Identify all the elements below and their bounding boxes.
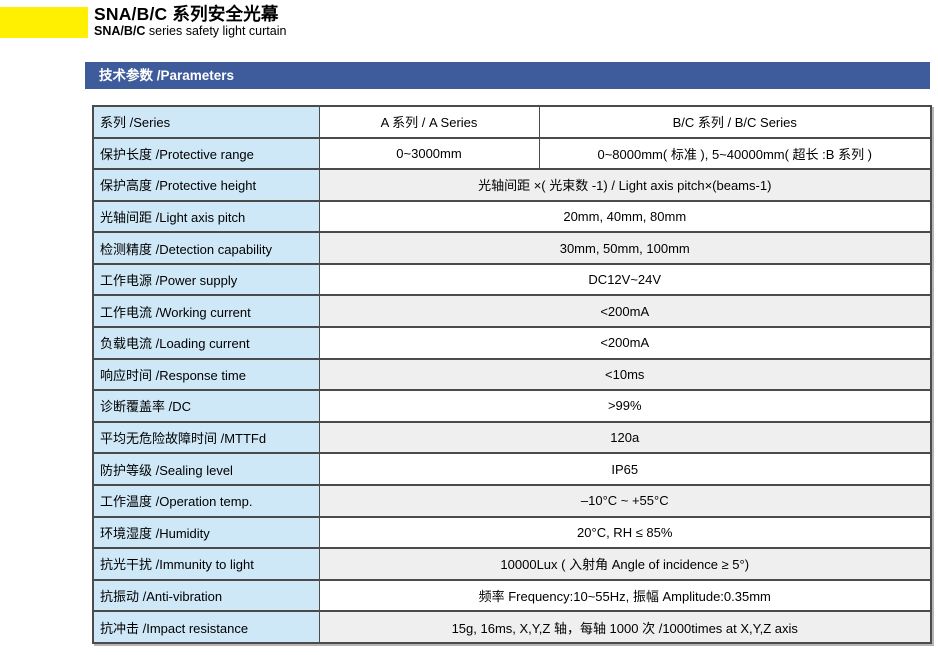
row-value: 光轴间距 ×( 光束数 -1) / Light axis pitch×(beam… bbox=[318, 168, 932, 202]
table-header-row: 系列 /Series A 系列 / A Series B/C 系列 / B/C … bbox=[92, 105, 932, 139]
row-value: 30mm, 50mm, 100mm bbox=[318, 231, 932, 265]
column-header-bc-series: B/C 系列 / B/C Series bbox=[538, 105, 932, 139]
row-label: 响应时间 /Response time bbox=[92, 357, 320, 392]
page-title-model: SNA/B/C bbox=[94, 4, 168, 24]
table-row: 工作温度 /Operation temp. –10°C ~ +55°C bbox=[92, 483, 932, 518]
row-value: –10°C ~ +55°C bbox=[318, 483, 932, 518]
row-label: 保护长度 /Protective range bbox=[92, 136, 320, 171]
table-row: 保护长度 /Protective range 0~3000mm 0~8000mm( … bbox=[92, 136, 932, 171]
table-row: 检测精度 /Detection capability 30mm, 50mm, 10… bbox=[92, 231, 932, 265]
row-value: IP65 bbox=[318, 452, 932, 486]
row-label: 抗振动 /Anti-vibration bbox=[92, 578, 320, 613]
section-title: 技术参数 /Parameters bbox=[99, 68, 235, 83]
row-value-a-series: 0~3000mm bbox=[318, 136, 540, 171]
page-title-zh: 系列安全光幕 bbox=[172, 4, 279, 24]
section-header-parameters: 技术参数 /Parameters bbox=[85, 62, 930, 89]
table-row: 平均无危险故障时间 /MTTFd 120a bbox=[92, 420, 932, 455]
table-row: 光轴间距 /Light axis pitch 20mm, 40mm, 80mm bbox=[92, 199, 932, 234]
row-label: 环境湿度 /Humidity bbox=[92, 515, 320, 550]
table-row: 工作电源 /Power supply DC12V~24V bbox=[92, 262, 932, 297]
row-value: 15g, 16ms, X,Y,Z 轴，每轴 1000 次 /1000times … bbox=[318, 610, 932, 644]
row-label: 诊断覆盖率 /DC bbox=[92, 389, 320, 423]
table-row: 负载电流 /Loading current <200mA bbox=[92, 326, 932, 360]
table-row: 抗冲击 /Impact resistance 15g, 16ms, X,Y,Z 轴… bbox=[92, 610, 932, 644]
row-label: 负载电流 /Loading current bbox=[92, 326, 320, 360]
row-label: 工作电源 /Power supply bbox=[92, 262, 320, 297]
row-value: 20°C, RH ≤ 85% bbox=[318, 515, 932, 550]
row-label: 防护等级 /Sealing level bbox=[92, 452, 320, 486]
row-value-bc-series: 0~8000mm( 标准 ), 5~40000mm( 超长 :B 系列 ) bbox=[538, 136, 932, 171]
parameters-table: 系列 /Series A 系列 / A Series B/C 系列 / B/C … bbox=[92, 105, 932, 644]
row-value: <10ms bbox=[318, 357, 932, 392]
row-label: 光轴间距 /Light axis pitch bbox=[92, 199, 320, 234]
page-subtitle-model: SNA/B/C bbox=[94, 24, 146, 38]
column-header-series: 系列 /Series bbox=[92, 105, 320, 139]
row-value: 20mm, 40mm, 80mm bbox=[318, 199, 932, 234]
row-value: 频率 Frequency:10~55Hz, 振幅 Amplitude:0.35m… bbox=[318, 578, 932, 613]
row-value: DC12V~24V bbox=[318, 262, 932, 297]
page-subtitle-en: series safety light curtain bbox=[148, 24, 287, 38]
table-row: 保护高度 /Protective height 光轴间距 ×( 光束数 -1) /… bbox=[92, 168, 932, 202]
column-header-a-series: A 系列 / A Series bbox=[318, 105, 540, 139]
row-value: <200mA bbox=[318, 326, 932, 360]
page-subtitle: SNA/B/C series safety light curtain bbox=[94, 24, 286, 39]
table-row: 抗振动 /Anti-vibration 频率 Frequency:10~55Hz,… bbox=[92, 578, 932, 613]
table-row: 响应时间 /Response time <10ms bbox=[92, 357, 932, 392]
row-label: 检测精度 /Detection capability bbox=[92, 231, 320, 265]
row-value: 120a bbox=[318, 420, 932, 455]
row-label: 保护高度 /Protective height bbox=[92, 168, 320, 202]
accent-yellow-block bbox=[0, 7, 88, 38]
table-row: 诊断覆盖率 /DC >99% bbox=[92, 389, 932, 423]
row-value: >99% bbox=[318, 389, 932, 423]
table-row: 抗光干扰 /Immunity to light 10000Lux ( 入射角 An… bbox=[92, 547, 932, 581]
row-label: 工作电流 /Working current bbox=[92, 294, 320, 329]
table-row: 环境湿度 /Humidity 20°C, RH ≤ 85% bbox=[92, 515, 932, 550]
row-value: <200mA bbox=[318, 294, 932, 329]
row-label: 平均无危险故障时间 /MTTFd bbox=[92, 420, 320, 455]
row-label: 抗冲击 /Impact resistance bbox=[92, 610, 320, 644]
table-row: 防护等级 /Sealing level IP65 bbox=[92, 452, 932, 486]
row-value: 10000Lux ( 入射角 Angle of incidence ≥ 5°) bbox=[318, 547, 932, 581]
row-label: 工作温度 /Operation temp. bbox=[92, 483, 320, 518]
table-row: 工作电流 /Working current <200mA bbox=[92, 294, 932, 329]
page-title: SNA/B/C 系列安全光幕 bbox=[94, 4, 286, 24]
row-label: 抗光干扰 /Immunity to light bbox=[92, 547, 320, 581]
document-header: SNA/B/C 系列安全光幕 SNA/B/C series safety lig… bbox=[94, 4, 286, 39]
